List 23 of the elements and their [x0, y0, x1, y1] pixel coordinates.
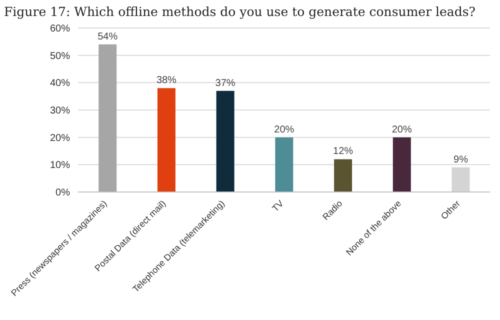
data-label: 54% [98, 31, 118, 42]
bar [98, 44, 117, 192]
bar [157, 88, 176, 192]
bar [275, 137, 294, 192]
bar [392, 137, 411, 192]
bar [334, 159, 352, 192]
x-tick-label: TV [270, 198, 286, 214]
y-tick-label: 50% [50, 50, 70, 62]
bar [452, 167, 470, 192]
y-tick-label: 40% [50, 78, 70, 90]
y-tick-label: 0% [56, 188, 70, 199]
data-label: 38% [156, 75, 177, 86]
bar [216, 90, 234, 192]
data-label: 20% [274, 124, 294, 136]
data-label: 20% [392, 124, 412, 136]
y-tick-label: 60% [50, 24, 70, 35]
data-label: 9% [454, 154, 468, 166]
chart-title: Figure 17: Which offline methods do you use to generate consumer leads? [4, 4, 476, 19]
y-tick-label: 20% [50, 132, 70, 144]
y-tick-label: 30% [50, 106, 70, 117]
y-tick-label: 10% [50, 160, 70, 172]
data-label: 37% [215, 78, 236, 89]
data-label: 12% [333, 146, 354, 158]
